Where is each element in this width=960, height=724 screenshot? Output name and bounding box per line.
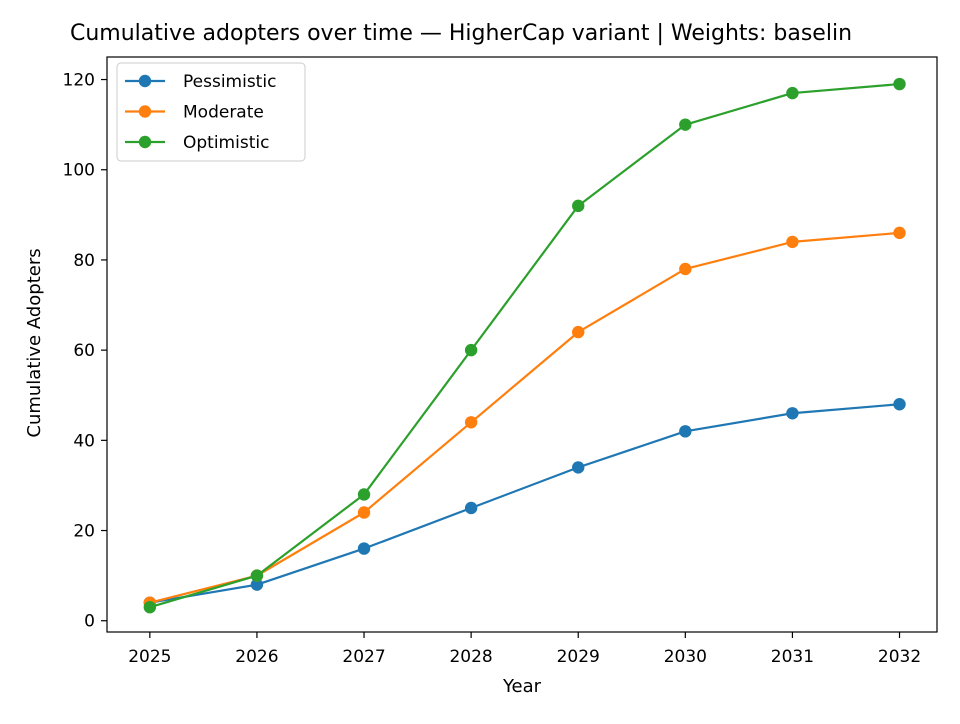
x-tick-label: 2026 xyxy=(235,647,278,667)
data-point-optimistic xyxy=(893,77,906,91)
y-tick-label: 20 xyxy=(73,522,95,542)
y-tick-label: 120 xyxy=(63,71,95,91)
series-line-moderate xyxy=(148,231,901,604)
data-point-pessimistic xyxy=(679,425,692,438)
data-point-moderate xyxy=(679,262,692,276)
data-point-pessimistic xyxy=(572,461,585,474)
data-point-moderate xyxy=(464,416,478,429)
legend-marker-optimistic xyxy=(138,135,152,149)
data-point-moderate xyxy=(572,325,585,339)
chart-title: Cumulative adopters over time — HigherCa… xyxy=(70,21,852,46)
data-point-optimistic xyxy=(464,343,478,357)
data-point-moderate xyxy=(786,235,799,249)
x-tick-label: 2032 xyxy=(878,647,921,667)
legend-marker-moderate xyxy=(138,105,152,118)
axes-frame xyxy=(106,56,938,633)
x-tick-label: 2031 xyxy=(771,647,814,667)
series-line-optimistic xyxy=(148,82,901,609)
y-tick-label: 40 xyxy=(73,431,95,451)
data-point-moderate xyxy=(893,226,906,240)
legend: Pessimistic Moderate Optimistic xyxy=(116,62,306,162)
legend-box xyxy=(116,62,306,162)
y-axis-label: Cumulative Adopters xyxy=(24,248,45,437)
y-tick-label: 0 xyxy=(84,612,95,632)
data-point-pessimistic xyxy=(357,542,371,555)
x-tick-label: 2028 xyxy=(449,647,492,667)
series-line-pessimistic xyxy=(148,403,901,604)
data-point-pessimistic xyxy=(464,501,478,515)
data-point-pessimistic xyxy=(786,407,799,420)
x-tick-label: 2029 xyxy=(557,647,600,667)
legend-label-optimistic: Optimistic xyxy=(183,133,269,153)
x-tick-label: 2027 xyxy=(342,647,385,667)
data-point-moderate xyxy=(357,506,371,519)
data-point-optimistic xyxy=(143,600,157,614)
data-point-optimistic xyxy=(572,199,585,213)
x-axis-label: Year xyxy=(502,676,542,697)
plot-area: 2025 2026 2027 2028 2029 2030 2031 2032 0 20 40 60 8… xyxy=(63,56,938,667)
data-point-pessimistic xyxy=(250,578,264,591)
data-point-pessimistic xyxy=(893,398,906,411)
data-point-optimistic xyxy=(250,569,264,582)
y-tick-label: 100 xyxy=(63,161,95,181)
x-tick-label: 2030 xyxy=(664,647,707,667)
y-tick-label: 60 xyxy=(73,341,95,361)
data-point-optimistic xyxy=(357,488,371,501)
legend-label-pessimistic: Pessimistic xyxy=(183,72,276,92)
legend-marker-pessimistic xyxy=(138,74,152,88)
data-point-optimistic xyxy=(786,86,799,100)
data-point-optimistic xyxy=(679,118,692,131)
legend-label-moderate: Moderate xyxy=(183,103,264,123)
y-tick-label: 80 xyxy=(73,251,95,271)
x-tick-label: 2025 xyxy=(128,647,171,667)
